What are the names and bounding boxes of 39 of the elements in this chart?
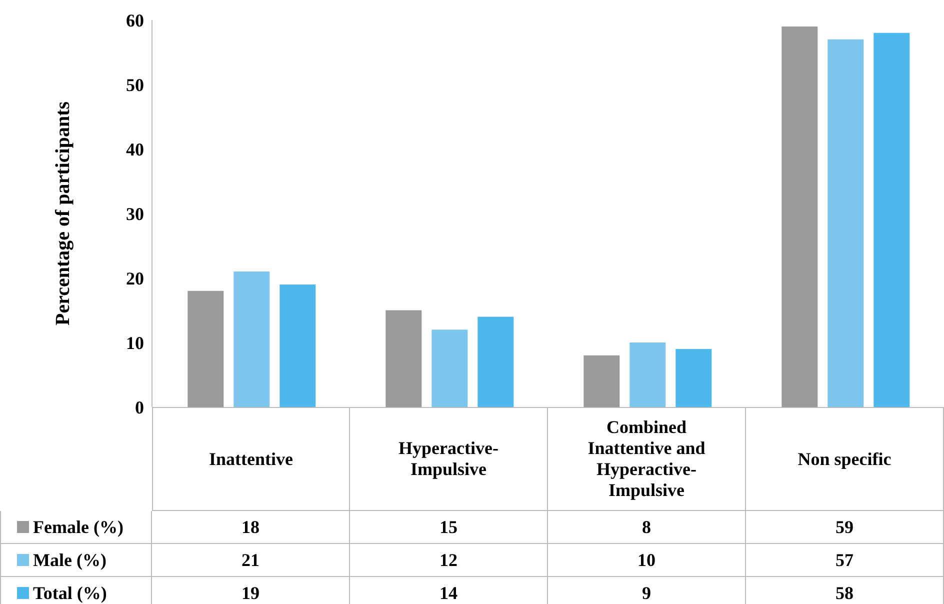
y-tick-label: 10 [126,332,144,353]
bar [874,32,910,407]
legend-label: Total (%) [0,577,152,604]
legend-label: Male (%) [0,544,152,577]
y-tick-label: 20 [126,268,144,288]
bar [828,39,864,407]
bar [584,355,620,407]
data-label: 57 [746,544,944,577]
data-label: 8 [548,511,746,544]
data-label: 15 [350,511,548,544]
bar [280,284,316,407]
bar [432,330,468,407]
data-label: 9 [548,577,746,604]
bar [386,310,422,407]
data-label: 19 [152,577,350,604]
x-tick-label: Inattentive [152,408,350,511]
bar [630,342,666,407]
x-tick-label: Combined Inattentive and Hyperactive-Impulsive [548,408,746,511]
y-tick-label: 40 [126,139,144,160]
bar [188,290,224,407]
legend-label: Female (%) [0,511,152,544]
y-tick-label: 0 [135,397,144,418]
bar [234,272,270,407]
x-tick-label: Non specific [746,408,944,511]
data-label: 21 [152,544,350,577]
bar [676,348,712,407]
y-tick-label: 60 [126,10,144,30]
data-label: 59 [746,511,944,544]
bar [782,26,818,407]
data-label: 18 [152,511,350,544]
x-tick-label: Hyperactive-Impulsive [350,408,548,511]
data-label: 10 [548,544,746,577]
data-label: 12 [350,544,548,577]
y-axis-title: Percentage of participants [52,101,74,326]
data-label: 58 [746,577,944,604]
bar [478,316,514,407]
data-label: 14 [350,577,548,604]
y-tick-label: 50 [126,74,144,95]
y-tick-label: 30 [126,204,144,224]
